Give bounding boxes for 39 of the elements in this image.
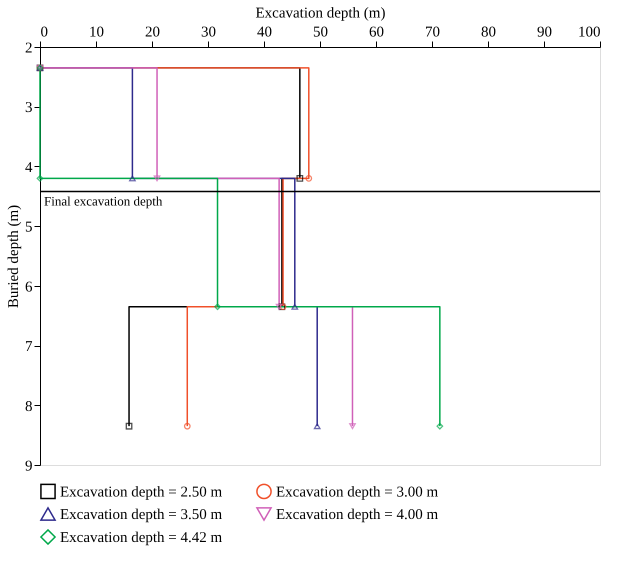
x-tick-label: 50	[313, 24, 328, 40]
y-tick-label: 7	[25, 339, 33, 356]
x-tick-label: 90	[537, 24, 552, 40]
x-tick-label: 20	[145, 24, 160, 40]
point	[129, 175, 136, 182]
legend-label: Excavation depth = 4.00 m	[276, 507, 439, 523]
legend-label: Excavation depth = 4.42 m	[60, 530, 223, 546]
point	[276, 304, 283, 310]
x-axis-title: Excavation depth (m)	[256, 6, 386, 22]
point	[349, 423, 356, 430]
x-tick-label: 70	[425, 24, 440, 40]
y-tick-label: 3	[25, 100, 32, 116]
y-tick-label: 8	[25, 398, 32, 415]
point	[214, 303, 221, 310]
legend-label: Excavation depth = 2.50 m	[60, 484, 223, 500]
point	[126, 422, 132, 430]
x-tick-label: 60	[369, 24, 384, 40]
point	[436, 422, 444, 430]
point	[305, 174, 312, 182]
ref-line-label: Final excavation depth	[44, 194, 163, 209]
x-tick-label: 0	[40, 24, 48, 40]
y-tick-label: 2	[25, 40, 32, 56]
x-tick-label: 100	[578, 24, 600, 40]
y-tick-label: 5	[25, 220, 32, 236]
x-tick-label: 80	[481, 24, 496, 40]
y-tick-label: 4	[25, 160, 33, 176]
y-axis-title: Buried depth (m)	[6, 204, 22, 308]
x-tick-label: 40	[257, 24, 272, 40]
y-tick-label: 9	[25, 458, 32, 474]
point	[291, 304, 298, 310]
point	[154, 175, 160, 182]
legend-label: Excavation depth = 3.00 m	[276, 484, 439, 500]
point	[296, 174, 304, 182]
point	[36, 174, 44, 182]
y-tick-label: 6	[25, 279, 33, 296]
x-tick-label: 10	[89, 24, 104, 40]
x-tick-label: 30	[201, 24, 216, 40]
legend-label: Excavation depth = 3.50 m	[60, 507, 223, 523]
point	[314, 423, 321, 430]
